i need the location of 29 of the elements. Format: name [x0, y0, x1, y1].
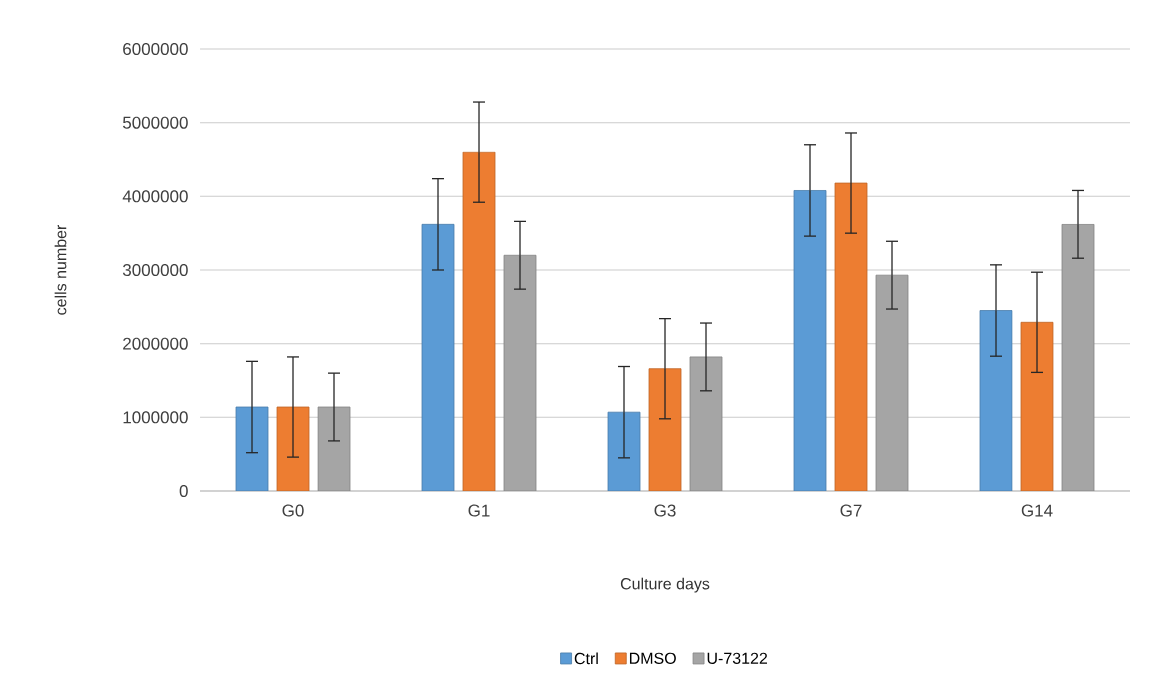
x-tick-label: G3 [654, 504, 676, 517]
y-tick-label: 5000000 [122, 116, 188, 129]
x-axis-title: Culture days [620, 577, 710, 593]
legend-label: Ctrl [574, 652, 598, 665]
bar [979, 310, 1013, 491]
y-tick-label: 4000000 [122, 190, 188, 203]
bar [648, 368, 682, 491]
y-tick-label: 3000000 [122, 263, 188, 277]
bar [875, 274, 909, 491]
bar [421, 223, 455, 491]
bar [793, 190, 827, 491]
legend-label: DMSO [629, 652, 676, 664]
x-tick-label: G1 [468, 504, 490, 517]
legend-label: U-73122 [707, 652, 768, 664]
bar [834, 182, 868, 491]
x-tick-label: G7 [840, 504, 862, 517]
y-tick-label: 1000000 [123, 411, 188, 424]
y-tick-label: 0 [179, 484, 188, 498]
bar [317, 406, 351, 491]
bar [503, 254, 537, 491]
y-tick-label: 6000000 [123, 42, 188, 56]
x-tick-label: G14 [1021, 504, 1053, 517]
y-axis-title: cells number [54, 224, 67, 315]
bar [1020, 321, 1054, 491]
bar [689, 356, 723, 491]
bar [1061, 223, 1095, 491]
x-tick-label: G0 [282, 504, 304, 517]
y-tick-label: 2000000 [123, 337, 188, 350]
bar [462, 151, 496, 491]
